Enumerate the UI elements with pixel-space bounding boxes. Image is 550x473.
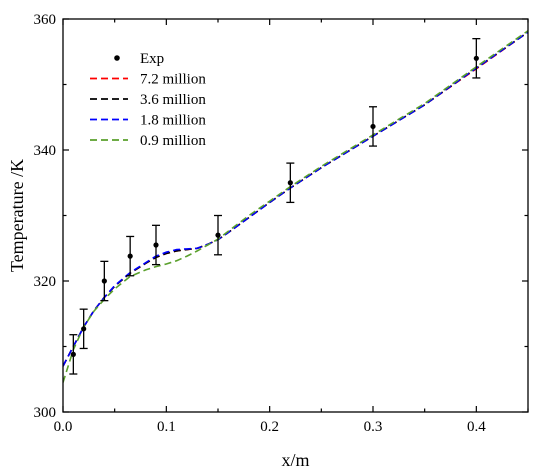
exp-marker bbox=[215, 232, 221, 238]
exp-marker bbox=[153, 242, 159, 248]
x-tick-label: 0.0 bbox=[54, 419, 73, 435]
exp-data-point bbox=[69, 334, 78, 375]
legend: Exp 7.2 million 3.6 million 1.8 million 0.9 … bbox=[90, 51, 206, 149]
legend-label: 1.8 million bbox=[140, 113, 206, 129]
x-tick-label: 0.3 bbox=[364, 419, 383, 435]
y-axis-title: Temperature /K bbox=[7, 159, 27, 272]
legend-label: Exp bbox=[140, 51, 164, 67]
y-tick-label: 340 bbox=[34, 143, 57, 159]
exp-marker bbox=[287, 180, 293, 186]
y-tick-label: 320 bbox=[34, 274, 57, 290]
y-tick-label: 360 bbox=[34, 12, 57, 28]
legend-label: 0.9 million bbox=[140, 133, 206, 149]
x-tick-label: 0.2 bbox=[260, 419, 279, 435]
x-tick-label: 0.1 bbox=[157, 419, 176, 435]
series-line-3 bbox=[63, 31, 528, 367]
plot-area bbox=[63, 30, 528, 383]
exp-marker bbox=[81, 326, 87, 332]
legend-label: 3.6 million bbox=[140, 92, 206, 108]
y-tick-label: 300 bbox=[34, 405, 57, 421]
legend-item-4: 0.9 million bbox=[90, 133, 206, 149]
legend-item-exp: Exp bbox=[114, 51, 164, 67]
exp-data-point bbox=[214, 214, 222, 256]
legend-marker bbox=[114, 55, 120, 61]
plot-frame bbox=[62, 18, 529, 413]
exp-data-point bbox=[126, 235, 135, 277]
exp-marker bbox=[70, 351, 76, 357]
legend-label: 7.2 million bbox=[140, 72, 206, 88]
exp-data-point bbox=[100, 260, 109, 302]
exp-data-point bbox=[152, 224, 160, 266]
exp-marker bbox=[101, 278, 107, 284]
axes: 0.0 0.1 0.2 0.3 0.4 300 320 340 360 bbox=[34, 12, 529, 435]
legend-item-1: 7.2 million bbox=[90, 72, 206, 88]
legend-item-3: 1.8 million bbox=[90, 113, 206, 129]
x-tick-label: 0.4 bbox=[467, 419, 486, 435]
exp-data-point bbox=[369, 106, 377, 147]
exp-marker bbox=[370, 123, 376, 130]
exp-data-point bbox=[472, 38, 481, 79]
exp-data-point bbox=[79, 308, 88, 350]
exp-marker bbox=[127, 253, 133, 259]
exp-data-point bbox=[286, 162, 295, 204]
series-line-4 bbox=[63, 30, 528, 383]
legend-item-2: 3.6 million bbox=[90, 92, 206, 108]
x-axis-title: x/m bbox=[281, 450, 309, 470]
series-line-1 bbox=[63, 31, 528, 367]
exp-marker bbox=[473, 55, 479, 61]
